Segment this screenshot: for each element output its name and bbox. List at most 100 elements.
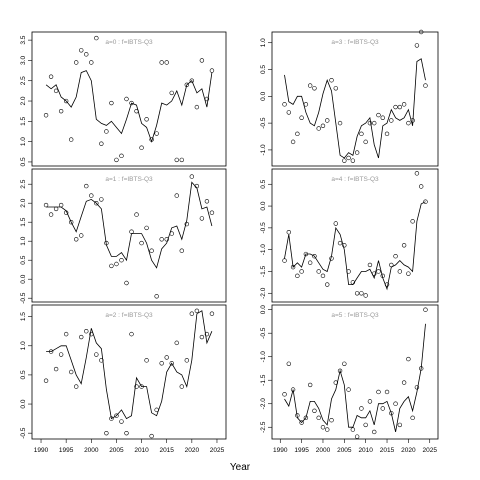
observed-point bbox=[199, 58, 205, 63]
observed-point bbox=[184, 221, 190, 227]
observed-point bbox=[84, 329, 89, 334]
observed-point bbox=[354, 291, 360, 296]
panel-frame bbox=[31, 304, 227, 440]
fitted-line bbox=[284, 201, 426, 291]
observed-point bbox=[164, 355, 169, 360]
observed-point bbox=[372, 429, 377, 435]
observed-point bbox=[199, 334, 205, 340]
observed-point bbox=[376, 269, 381, 274]
observed-point bbox=[74, 60, 79, 65]
observed-point bbox=[312, 254, 317, 259]
panel-title: a=4 : f=IBTS-Q3 bbox=[331, 176, 379, 183]
x-tick-label: 1995 bbox=[294, 447, 309, 454]
x-tick-label: 2020 bbox=[401, 447, 416, 454]
observed-point bbox=[63, 210, 69, 215]
observed-point bbox=[410, 415, 415, 421]
observed-point bbox=[337, 368, 343, 374]
observed-point bbox=[290, 387, 296, 392]
y-tick-label: 0.5 bbox=[20, 157, 27, 166]
observed-point bbox=[209, 210, 215, 215]
observed-point bbox=[286, 230, 292, 235]
observed-point bbox=[43, 378, 49, 383]
y-tick-label: -2.0 bbox=[260, 398, 267, 410]
panel-2: a=2 : f=IBTS-Q3 -0.5 0.0 0.5 1.0 1.5 1990 1995 2… bbox=[20, 304, 227, 454]
fitted-line bbox=[46, 310, 213, 420]
panel-4: a=4 : f=IBTS-Q3 -2.0 -1.5 -1.0 -0.5 0.0 0.5 bbox=[260, 168, 439, 303]
y-tick-label: 0.5 bbox=[20, 370, 27, 379]
observed-point bbox=[397, 422, 403, 428]
panel-frame bbox=[271, 168, 439, 303]
y-tick-label: 1.5 bbox=[20, 217, 27, 226]
observed-point bbox=[363, 422, 368, 428]
observed-point bbox=[63, 98, 69, 104]
y-tick-label: 1.0 bbox=[20, 236, 27, 245]
observed-point bbox=[99, 141, 104, 146]
y-tick-label: 2.5 bbox=[20, 179, 27, 188]
observed-point bbox=[174, 340, 179, 346]
observed-point bbox=[199, 216, 205, 221]
observed-point bbox=[397, 269, 403, 274]
observed-point bbox=[184, 358, 190, 363]
observed-point bbox=[129, 229, 134, 234]
observed-point bbox=[397, 104, 403, 110]
observed-point bbox=[68, 220, 74, 225]
observed-point bbox=[179, 157, 184, 163]
observed-point bbox=[401, 102, 407, 107]
observed-point bbox=[68, 137, 74, 142]
observed-point bbox=[114, 261, 119, 267]
panel-title: a=3 : f=IBTS-Q3 bbox=[331, 39, 379, 46]
observed-point bbox=[384, 389, 390, 395]
y-tick-label: -2.0 bbox=[260, 287, 267, 299]
observed-point bbox=[174, 193, 179, 198]
fitted-line bbox=[284, 323, 426, 432]
x-tick-label: 2015 bbox=[380, 447, 395, 454]
observed-point bbox=[325, 118, 330, 123]
observed-point bbox=[99, 197, 104, 202]
observed-point bbox=[290, 264, 296, 270]
observed-point bbox=[84, 52, 89, 57]
x-axis-label: Year bbox=[230, 462, 251, 473]
y-tick-label: 0.5 bbox=[260, 179, 267, 188]
observed-point bbox=[109, 100, 114, 106]
observed-point bbox=[169, 361, 174, 366]
observed-point bbox=[58, 352, 64, 357]
observed-point bbox=[282, 392, 287, 397]
observed-point bbox=[154, 131, 159, 136]
observed-point bbox=[134, 108, 139, 114]
observed-point bbox=[393, 104, 398, 110]
observed-point bbox=[303, 251, 309, 257]
y-tick-label: 1.0 bbox=[20, 137, 27, 146]
observed-point bbox=[307, 260, 313, 265]
observed-point bbox=[129, 331, 134, 337]
observed-point bbox=[194, 104, 200, 110]
panel-title: a=0 : f=IBTS-Q3 bbox=[105, 39, 153, 46]
observed-point bbox=[414, 171, 420, 176]
observed-point bbox=[114, 157, 119, 163]
panel-3: a=3 : f=IBTS-Q3 -1.0 -0.5 0.0 0.5 1.0 bbox=[260, 29, 439, 167]
x-tick-label: 2005 bbox=[337, 447, 352, 454]
observed-point bbox=[329, 256, 334, 261]
observed-point bbox=[159, 60, 164, 65]
panel-frame bbox=[271, 31, 439, 167]
y-tick-label: 1.5 bbox=[20, 312, 27, 321]
observed-point bbox=[204, 96, 210, 102]
observed-point bbox=[164, 237, 169, 242]
observed-point bbox=[134, 384, 139, 389]
observed-point bbox=[342, 361, 347, 366]
observed-point bbox=[286, 361, 292, 366]
observed-point bbox=[104, 240, 109, 246]
observed-point bbox=[414, 385, 420, 390]
observed-point bbox=[79, 334, 84, 340]
observed-point bbox=[295, 131, 300, 137]
observed-point bbox=[169, 231, 174, 236]
y-tick-label: 1.0 bbox=[20, 341, 27, 350]
observed-point bbox=[316, 415, 321, 421]
y-tick-label: 1.0 bbox=[260, 38, 267, 47]
observed-point bbox=[58, 202, 64, 208]
observed-point bbox=[320, 123, 326, 129]
observed-point bbox=[329, 417, 334, 423]
x-tick-label: 2000 bbox=[84, 447, 99, 454]
observed-point bbox=[346, 155, 351, 161]
observed-point bbox=[410, 219, 415, 224]
observed-point bbox=[299, 115, 304, 120]
